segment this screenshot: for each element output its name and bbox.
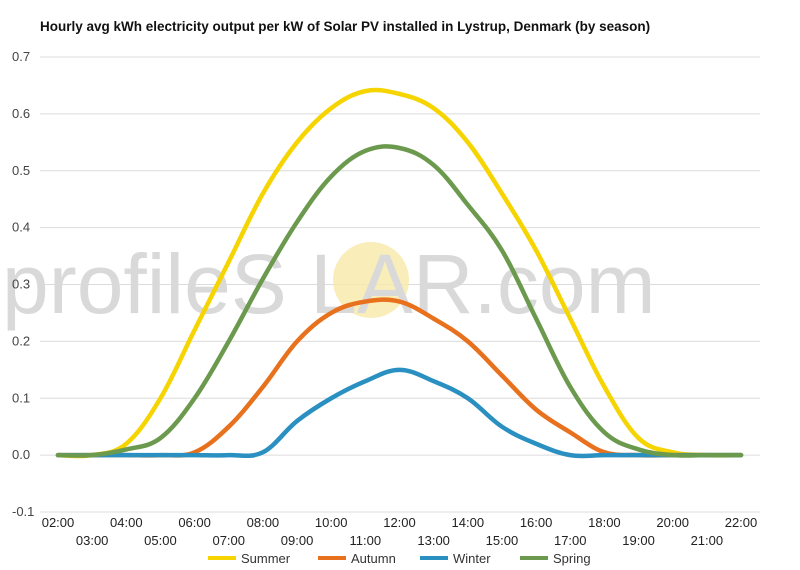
legend-label-winter: Winter [453, 551, 491, 566]
series-line-spring [55, 144, 744, 458]
x-tick-label: 10:00 [315, 515, 348, 530]
x-tick-label: 03:00 [76, 533, 109, 548]
legend-label-summer: Summer [241, 551, 291, 566]
y-tick-label: 0.6 [12, 106, 30, 121]
x-tick-label: 13:00 [417, 533, 450, 548]
y-tick-label: 0.7 [12, 49, 30, 64]
x-tick-label: 15:00 [486, 533, 519, 548]
x-tick-label: 08:00 [247, 515, 280, 530]
x-tick-label: 04:00 [110, 515, 143, 530]
x-tick-label: 21:00 [691, 533, 724, 548]
x-tick-label: 12:00 [383, 515, 416, 530]
series-line-summer [55, 87, 744, 459]
watermark: profileS LAR.com [2, 237, 656, 331]
y-tick-label: -0.1 [12, 504, 34, 519]
x-tick-label: 17:00 [554, 533, 587, 548]
legend: Summer Autumn Winter Spring [208, 551, 591, 566]
y-tick-label: 0.2 [12, 333, 30, 348]
legend-label-spring: Spring [553, 551, 591, 566]
x-tick-label: 19:00 [622, 533, 655, 548]
legend-label-autumn: Autumn [351, 551, 396, 566]
x-tick-label: 02:00 [42, 515, 75, 530]
y-tick-label: 0.1 [12, 390, 30, 405]
x-tick-label: 18:00 [588, 515, 621, 530]
y-axis-ticks: -0.1 0.0 0.1 0.2 0.3 0.4 0.5 0.6 0.7 [12, 49, 34, 519]
series-line-winter [55, 367, 744, 459]
y-tick-label: 0.3 [12, 277, 30, 292]
x-tick-label: 16:00 [520, 515, 553, 530]
x-tick-label: 09:00 [281, 533, 314, 548]
x-tick-label: 07:00 [212, 533, 245, 548]
x-tick-label: 14:00 [452, 515, 485, 530]
x-tick-label: 06:00 [178, 515, 211, 530]
x-tick-label: 20:00 [656, 515, 689, 530]
y-tick-label: 0.4 [12, 220, 30, 235]
chart-title: Hourly avg kWh electricity output per kW… [40, 19, 651, 34]
x-tick-label: 22:00 [725, 515, 758, 530]
x-tick-label: 11:00 [350, 533, 382, 548]
series-lines [55, 87, 744, 459]
y-tick-label: 0.5 [12, 163, 30, 178]
x-tick-label: 05:00 [144, 533, 177, 548]
x-axis-ticks: 02:0003:0004:0005:0006:0007:0008:0009:00… [42, 515, 758, 548]
y-tick-label: 0.0 [12, 447, 30, 462]
